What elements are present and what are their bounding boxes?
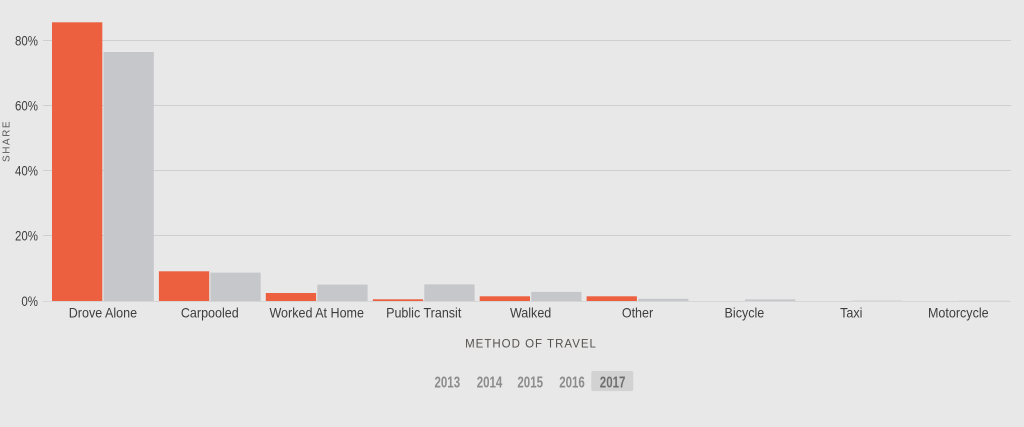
svg-text:2013: 2013 [434, 373, 460, 391]
svg-text:Bicycle: Bicycle [725, 305, 765, 321]
svg-text:Motorcycle: Motorcycle [928, 305, 989, 321]
svg-text:Worked At Home: Worked At Home [269, 305, 364, 321]
svg-text:20%: 20% [15, 227, 38, 243]
svg-text:0%: 0% [21, 293, 38, 309]
svg-text:2016: 2016 [559, 373, 585, 391]
svg-text:METHOD OF TRAVEL: METHOD OF TRAVEL [465, 339, 597, 351]
svg-text:80%: 80% [15, 32, 38, 48]
svg-text:Other: Other [622, 305, 654, 321]
svg-text:2014: 2014 [477, 373, 503, 391]
svg-text:60%: 60% [15, 97, 38, 113]
svg-text:Drove Alone: Drove Alone [69, 305, 137, 321]
svg-text:SHARE: SHARE [2, 120, 13, 162]
svg-text:Public Transit: Public Transit [386, 305, 462, 321]
svg-text:Carpooled: Carpooled [181, 305, 239, 321]
svg-text:Walked: Walked [510, 305, 551, 321]
svg-text:2017: 2017 [600, 373, 626, 391]
svg-text:Taxi: Taxi [840, 305, 862, 321]
svg-text:40%: 40% [15, 162, 38, 178]
svg-text:2015: 2015 [517, 373, 543, 391]
